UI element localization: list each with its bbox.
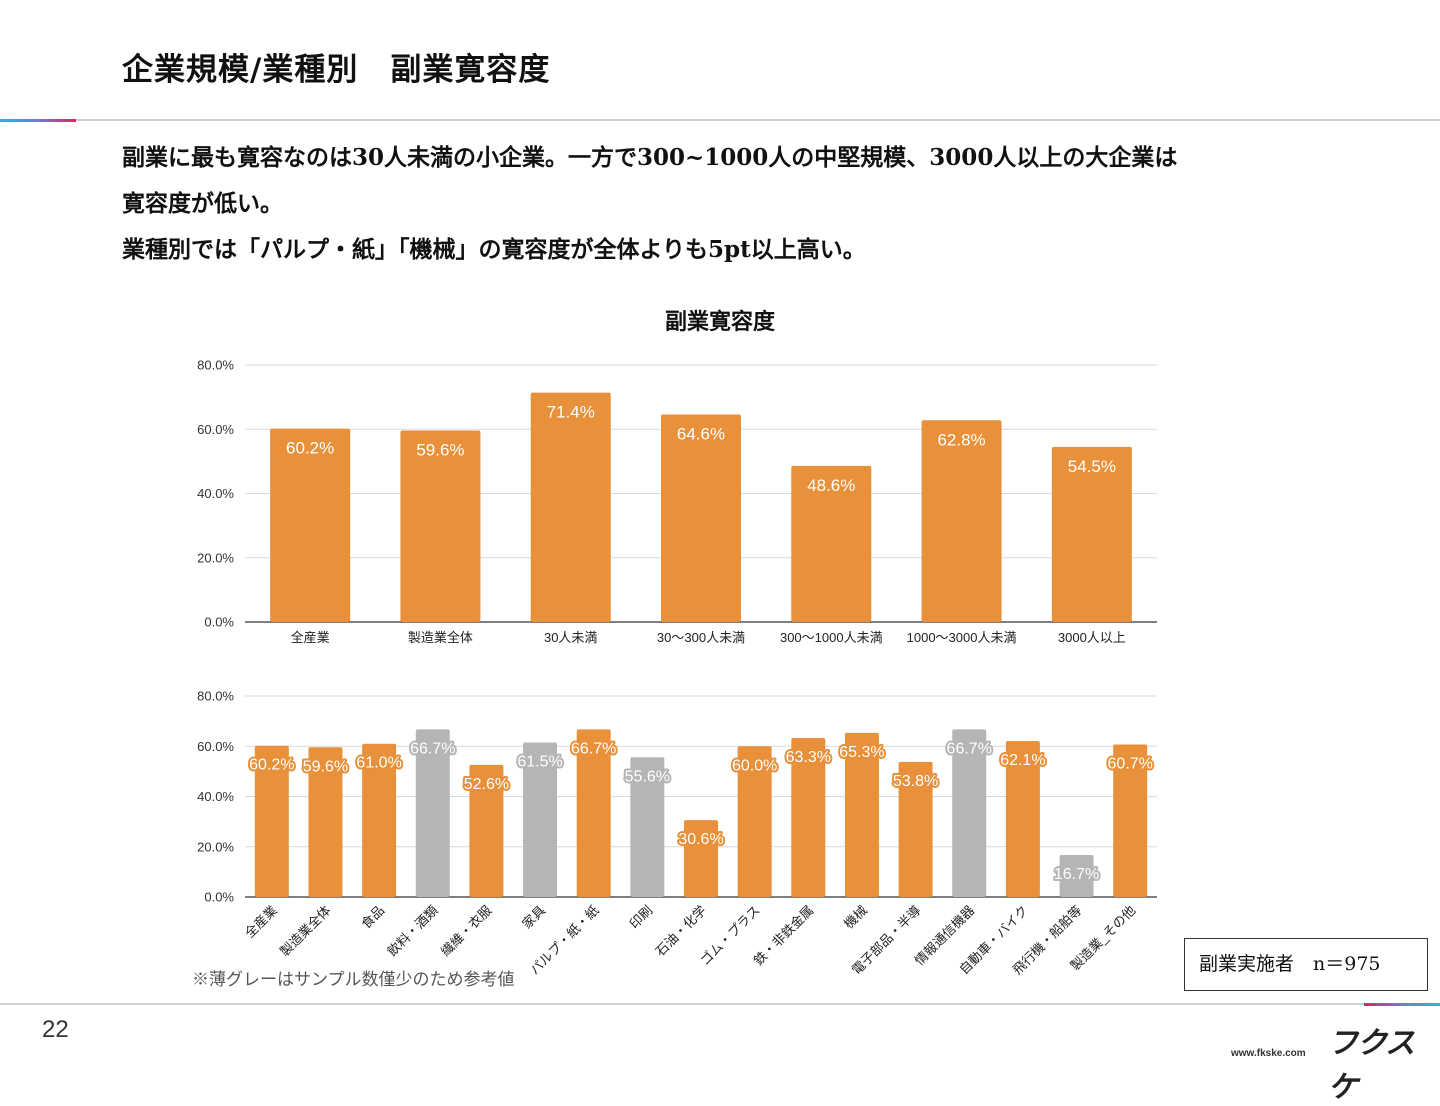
chart2-data-label: 60.2% <box>249 757 294 774</box>
chart1-data-label: 59.6% <box>416 441 464 460</box>
chart1-x-tick-label: 30〜300人未満 <box>657 630 745 645</box>
chart2-x-tick-label: 全産業 <box>242 903 280 941</box>
chart1-x-tick-label: 3000人以上 <box>1058 630 1126 645</box>
chart1-bar <box>791 465 872 622</box>
chart1-bar <box>530 392 611 622</box>
chart2-data-label: 16.7% <box>1054 866 1099 883</box>
chart2-bar <box>791 737 826 897</box>
chart2-x-tick-label: 機械 <box>841 903 870 932</box>
chart1-x-tick-label: 全産業 <box>291 630 330 645</box>
chart1-bar <box>1051 446 1132 622</box>
header-accent-line <box>0 119 76 122</box>
chart2-data-label: 55.6% <box>625 768 670 785</box>
chart2-data-label: 62.1% <box>1000 752 1045 769</box>
chart2-y-tick-label: 60.0% <box>197 739 234 754</box>
chart1-y-tick-label: 40.0% <box>197 486 234 501</box>
chart2-y-tick-label: 40.0% <box>197 789 234 804</box>
chart2-x-tick-label: 食品 <box>358 903 387 932</box>
sample-size-box: 副業実施者 n＝975 <box>1184 938 1428 991</box>
chart2-data-label: 52.6% <box>464 776 509 793</box>
chart1-data-label: 62.8% <box>937 430 985 449</box>
chart1-x-tick-label: 製造業全体 <box>408 630 473 645</box>
charts-canvas: 0.0% 20.0% 40.0% 60.0% 80.0% 60.2% 全産業 59.6% 製造業… <box>197 358 1157 977</box>
chart2-bar <box>523 742 558 897</box>
chart1-data-label: 48.6% <box>807 476 855 495</box>
chart1-x-tick-label: 300〜1000人未満 <box>780 630 883 645</box>
chart2-bar <box>1059 855 1094 897</box>
chart2-data-label: 61.0% <box>356 755 401 772</box>
chart1-bar <box>661 414 741 622</box>
chart2-bar <box>1113 744 1148 897</box>
chart1-y-tick-label: 80.0% <box>197 358 234 373</box>
chart1-bar <box>270 428 351 622</box>
chart2-x-tick-label: 飲料・酒類 <box>384 903 441 960</box>
chart1-y-tick-label: 20.0% <box>197 550 234 565</box>
chart2-data-label: 53.8% <box>893 773 938 790</box>
chart1-data-label: 54.5% <box>1068 457 1116 476</box>
chart1-data-label: 71.4% <box>547 403 595 422</box>
chart2-bar <box>362 743 397 897</box>
chart2-data-label: 59.6% <box>303 758 348 775</box>
chart1-y-tick-label: 0.0% <box>204 615 234 630</box>
chart2-data-label: 63.3% <box>786 749 831 766</box>
chart2-x-tick-label: 繊維・衣服 <box>438 903 495 960</box>
chart2-data-label: 65.3% <box>839 744 884 761</box>
chart-title: 副業寛容度 <box>664 309 775 335</box>
chart2-bar <box>415 729 450 897</box>
chart2-y-tick-label: 80.0% <box>197 689 234 704</box>
reference-note: ※薄グレーはサンプル数僅少のため参考値 <box>192 970 515 989</box>
chart2-y-tick-label: 20.0% <box>197 839 234 854</box>
summary-line-3: 業種別では「パルプ・紙」「機械」の寛容度が全体よりも5pt以上高い。 <box>122 236 866 263</box>
summary-line-1: 副業に最も寛容なのは30人未満の小企業。一方で300~1000人の中堅規模、30… <box>122 144 1178 171</box>
chart2-bar <box>952 729 987 897</box>
footer-divider <box>0 1003 1440 1005</box>
chart2-bar <box>630 757 665 897</box>
summary-text: 副業に最も寛容なのは30人未満の小企業。一方で300~1000人の中堅規模、30… <box>122 135 1177 273</box>
chart1-bar <box>400 430 481 622</box>
chart2-x-tick-label: 印刷 <box>626 903 655 932</box>
chart2-data-label: 66.7% <box>410 740 455 757</box>
header-divider <box>0 119 1440 121</box>
page-number: 22 <box>42 1016 69 1043</box>
chart1-y-tick-label: 60.0% <box>197 422 234 437</box>
chart2-x-tick-label: 製造業全体 <box>277 903 334 960</box>
chart2-bar <box>576 729 611 897</box>
chart1-bar <box>921 420 1002 622</box>
chart2-data-label: 61.5% <box>517 753 562 770</box>
company-logo: フクスケ <box>1328 1027 1415 1104</box>
chart2-data-label: 60.0% <box>732 757 777 774</box>
chart2-x-tick-label: 石油・化学 <box>653 903 710 960</box>
chart2-bar <box>844 732 879 897</box>
summary-line-2: 寛容度が低い。 <box>122 190 283 217</box>
chart1-data-label: 60.2% <box>286 439 334 458</box>
chart2-x-tick-label: 家具 <box>519 903 548 932</box>
chart2-bar <box>898 761 933 897</box>
chart1-x-tick-label: 30人未満 <box>544 630 597 645</box>
chart1-x-tick-label: 1000〜3000人未満 <box>907 630 1017 645</box>
chart2-data-label: 66.7% <box>571 740 616 757</box>
site-url: www.fkske.com <box>1231 1048 1306 1059</box>
chart2-bar <box>737 746 772 897</box>
footer-accent-line <box>1364 1003 1440 1006</box>
chart1-data-label: 64.6% <box>677 424 725 443</box>
chart2-bar <box>469 764 504 897</box>
slide-title: 企業規模/業種別 副業寛容度 <box>122 52 551 88</box>
chart2-bar <box>308 747 343 897</box>
chart2-data-label: 66.7% <box>947 740 992 757</box>
chart2-y-tick-label: 0.0% <box>204 890 234 905</box>
chart2-data-label: 60.7% <box>1107 755 1152 772</box>
chart2-bar <box>684 820 718 897</box>
chart2-data-label: 30.6% <box>678 831 723 848</box>
chart2-bar <box>1005 740 1040 897</box>
chart2-bar <box>254 745 289 897</box>
